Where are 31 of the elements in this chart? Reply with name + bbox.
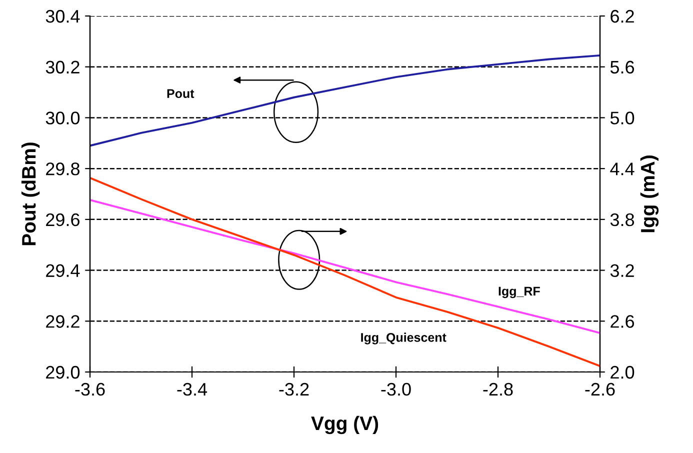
line-series xyxy=(90,176,600,368)
series-label: Igg_Quiescent xyxy=(361,332,446,344)
x-tick-label: -3.4 xyxy=(177,382,208,396)
y-tick-label: 29.0 xyxy=(46,366,80,379)
x-axis-title: Vgg (V) xyxy=(311,416,378,434)
line-series xyxy=(90,54,600,147)
series-label: Igg_RF xyxy=(498,286,540,298)
y2-tick-label: 5.6 xyxy=(610,60,634,74)
y2-tick-label: 4.4 xyxy=(610,162,634,176)
y2-tick-label: 3.2 xyxy=(610,264,634,278)
line-series xyxy=(90,198,600,334)
y2-tick-label: 6.2 xyxy=(610,10,634,23)
series-label: Pout xyxy=(167,89,194,98)
y-tick-label: 29.8 xyxy=(46,162,80,176)
y-tick-label: 29.6 xyxy=(46,213,80,226)
y2-tick-label: 3.8 xyxy=(610,213,634,226)
x-tick-label: -3.6 xyxy=(75,382,105,396)
y-axis-title: Pout (dBm) xyxy=(21,142,40,246)
y-tick-label: 30.2 xyxy=(46,60,80,74)
x-tick-label: -2.8 xyxy=(483,382,513,396)
y-tick-label: 29.4 xyxy=(46,264,80,278)
y-tick-label: 30.0 xyxy=(46,112,80,124)
x-tick-label: -3.0 xyxy=(381,382,411,396)
x-tick-label: -3.2 xyxy=(279,382,309,396)
y2-tick-label: 2.6 xyxy=(610,315,634,328)
y2-tick-label: 2.0 xyxy=(610,366,634,379)
x-tick-label: -2.6 xyxy=(585,382,615,396)
y2-tick-label: 5.0 xyxy=(610,112,634,124)
y2-axis-title: Igg (mA) xyxy=(640,156,659,232)
y-tick-label: 30.4 xyxy=(46,10,80,23)
y-tick-label: 29.2 xyxy=(46,315,80,328)
